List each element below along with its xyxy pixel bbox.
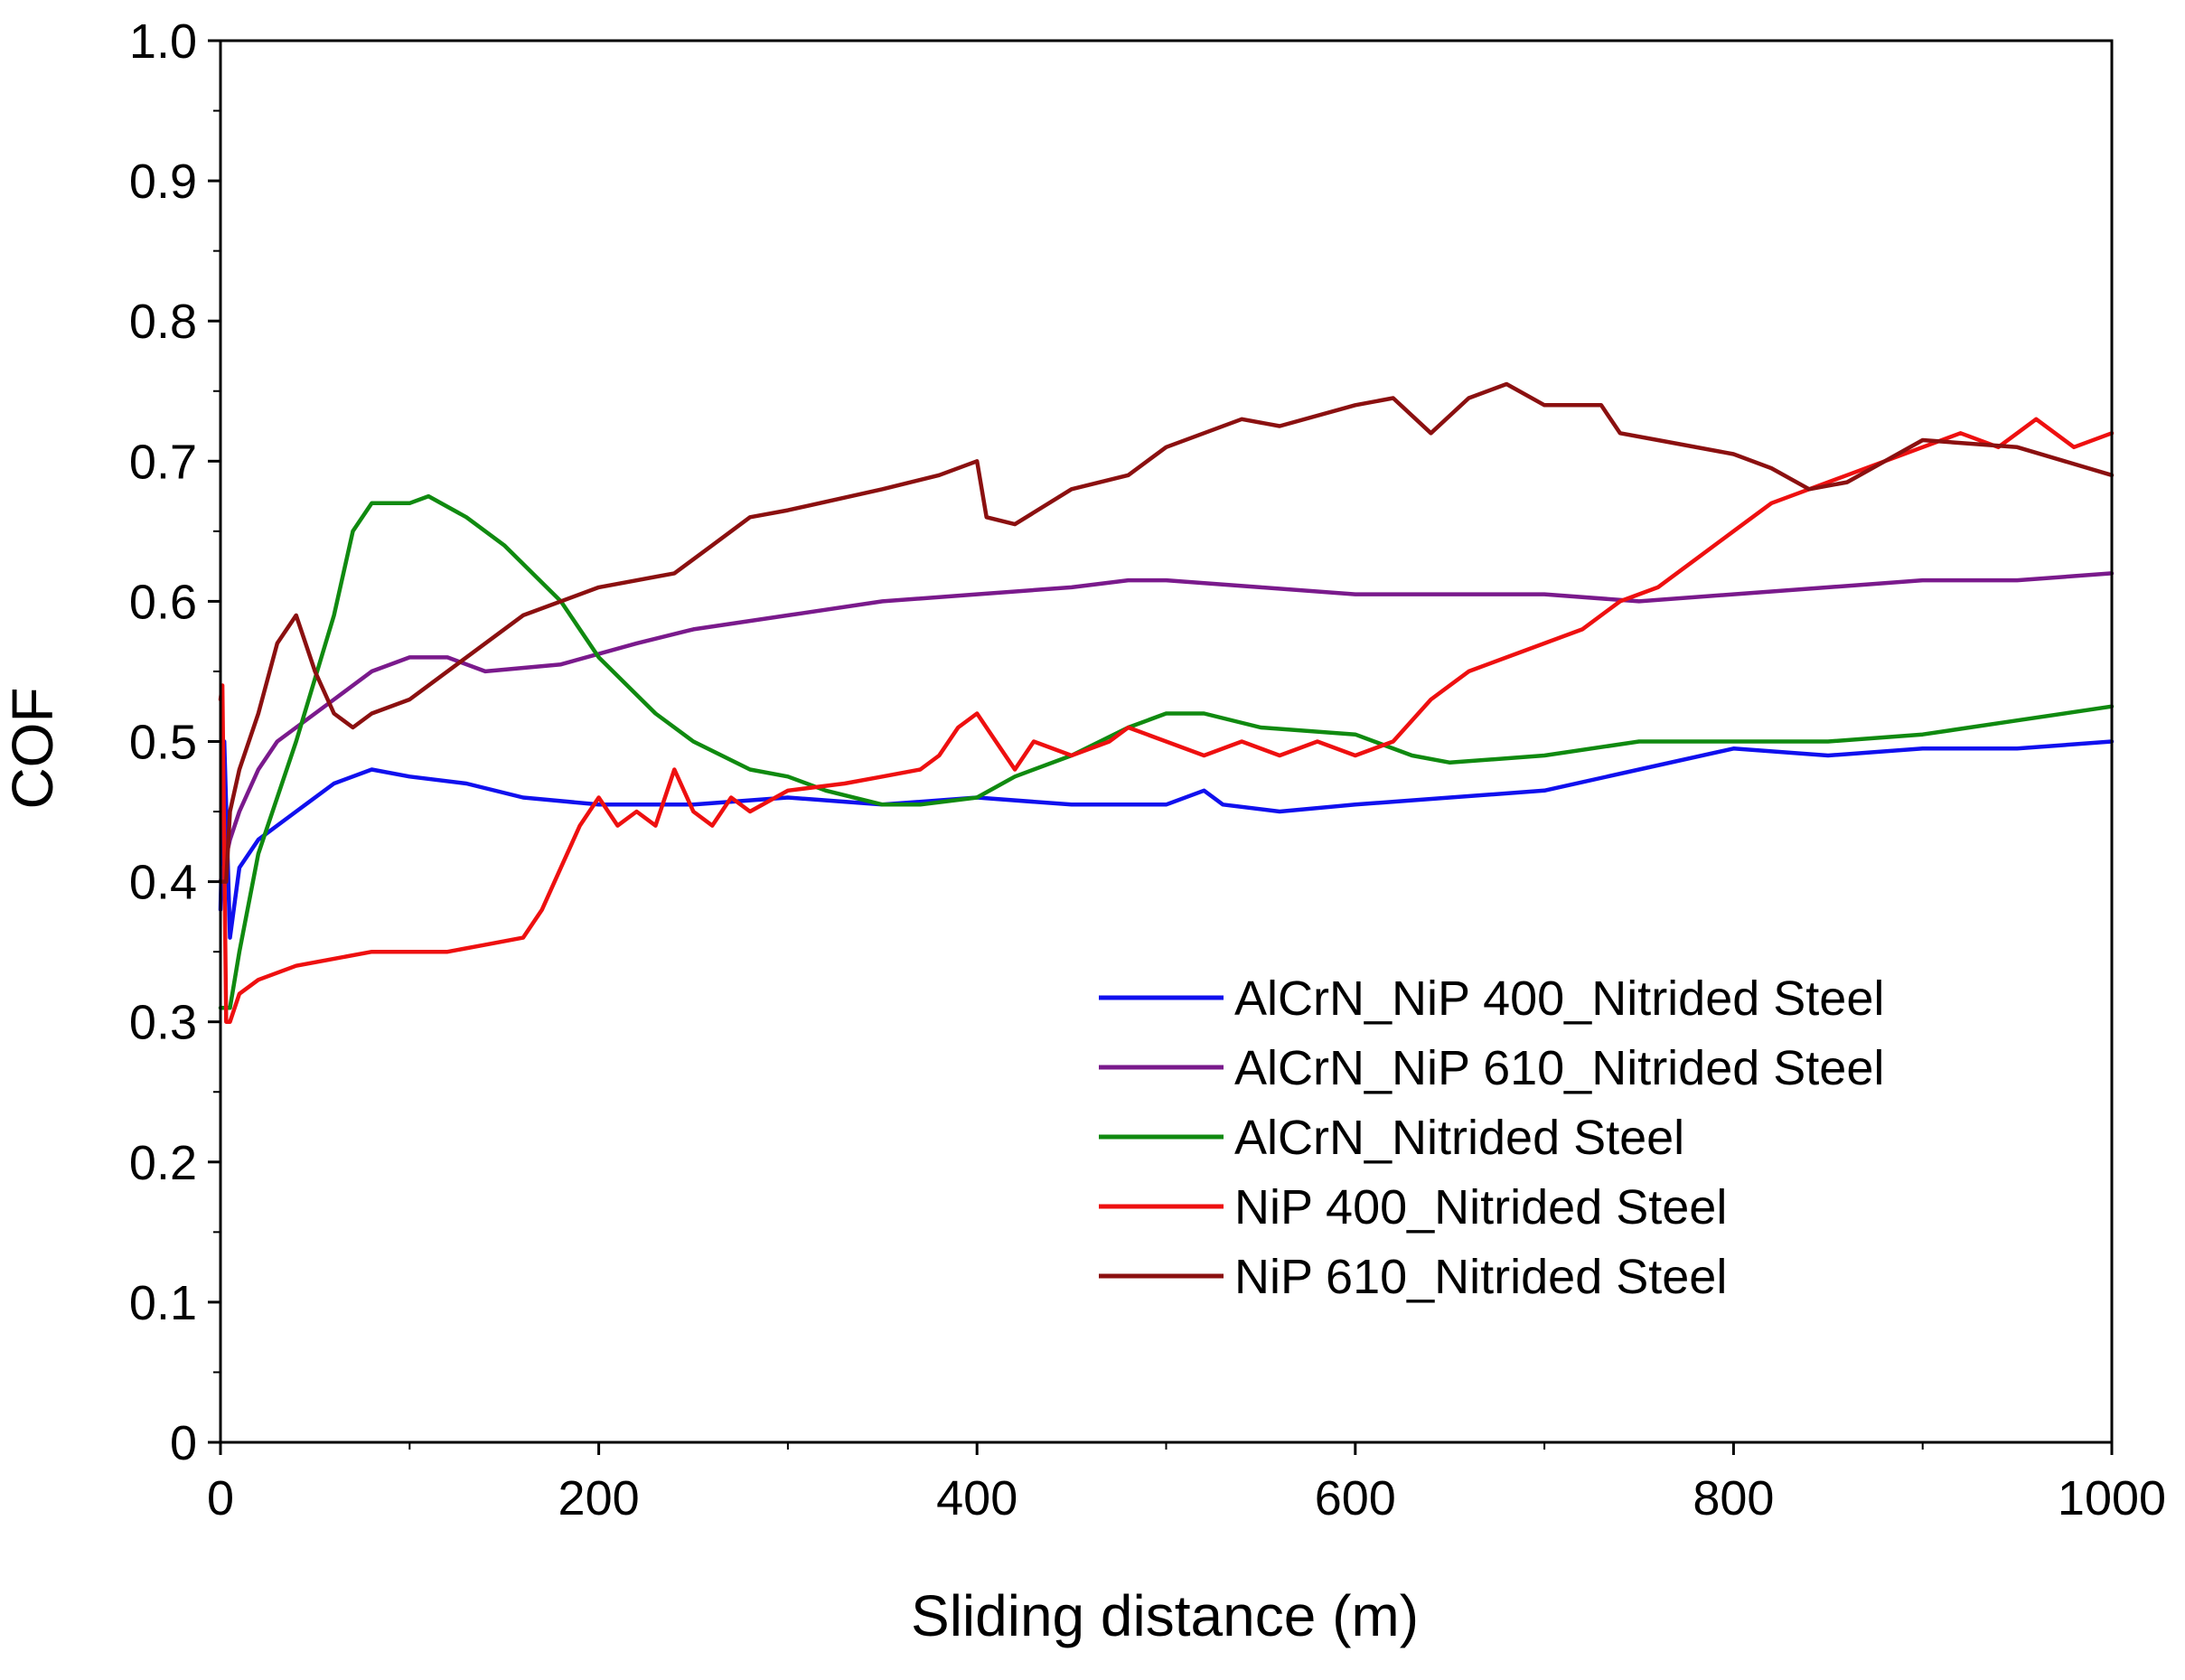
series-line-2 <box>218 571 2115 884</box>
series-line-4 <box>218 417 2115 1024</box>
y-tick-label: 0.5 <box>129 716 197 770</box>
x-tick-label: 200 <box>558 1471 640 1525</box>
series-line-5 <box>218 381 2115 884</box>
y-tick-label: 0.4 <box>129 856 197 910</box>
y-tick-label: 1.0 <box>129 14 197 69</box>
legend-label-5: NiP 610_Nitrided Steel <box>1234 1250 1727 1304</box>
legend-label-1: AlCrN_NiP 400_Nitrided Steel <box>1234 971 1884 1026</box>
x-tick-label: 400 <box>936 1471 1017 1525</box>
y-tick-label: 0.7 <box>129 435 197 489</box>
y-tick-label: 0.6 <box>129 575 197 629</box>
series-line-3 <box>218 493 2115 1010</box>
x-axis-ticks: 0 200 400 600 800 1000 <box>207 1442 2166 1525</box>
y-tick-label: 0.8 <box>129 295 197 349</box>
legend-label-4: NiP 400_Nitrided Steel <box>1234 1180 1727 1234</box>
legend: AlCrN_NiP 400_Nitrided Steel AlCrN_NiP 61… <box>1099 971 1884 1304</box>
x-tick-label: 1000 <box>2058 1471 2166 1525</box>
y-axis-label: COF <box>0 687 65 809</box>
y-tick-label: 0.1 <box>129 1276 197 1330</box>
x-tick-label: 600 <box>1315 1471 1396 1525</box>
y-tick-label: 0.2 <box>129 1136 197 1190</box>
x-tick-label: 800 <box>1693 1471 1774 1525</box>
x-tick-label: 0 <box>207 1471 234 1525</box>
y-tick-label: 0 <box>170 1416 197 1470</box>
legend-label-2: AlCrN_NiP 610_Nitrided Steel <box>1234 1041 1884 1095</box>
y-tick-label: 0.9 <box>129 155 197 209</box>
y-axis-ticks: 0 0.1 0.2 0.3 0.4 0.5 0.6 0.7 0.8 0.9 1.0 <box>129 14 220 1470</box>
x-axis-label: Sliding distance (m) <box>911 1583 1419 1648</box>
y-tick-label: 0.3 <box>129 996 197 1050</box>
legend-label-3: AlCrN_Nitrided Steel <box>1234 1111 1684 1165</box>
series-layer <box>218 381 2115 1024</box>
series-line-1 <box>218 739 2115 940</box>
